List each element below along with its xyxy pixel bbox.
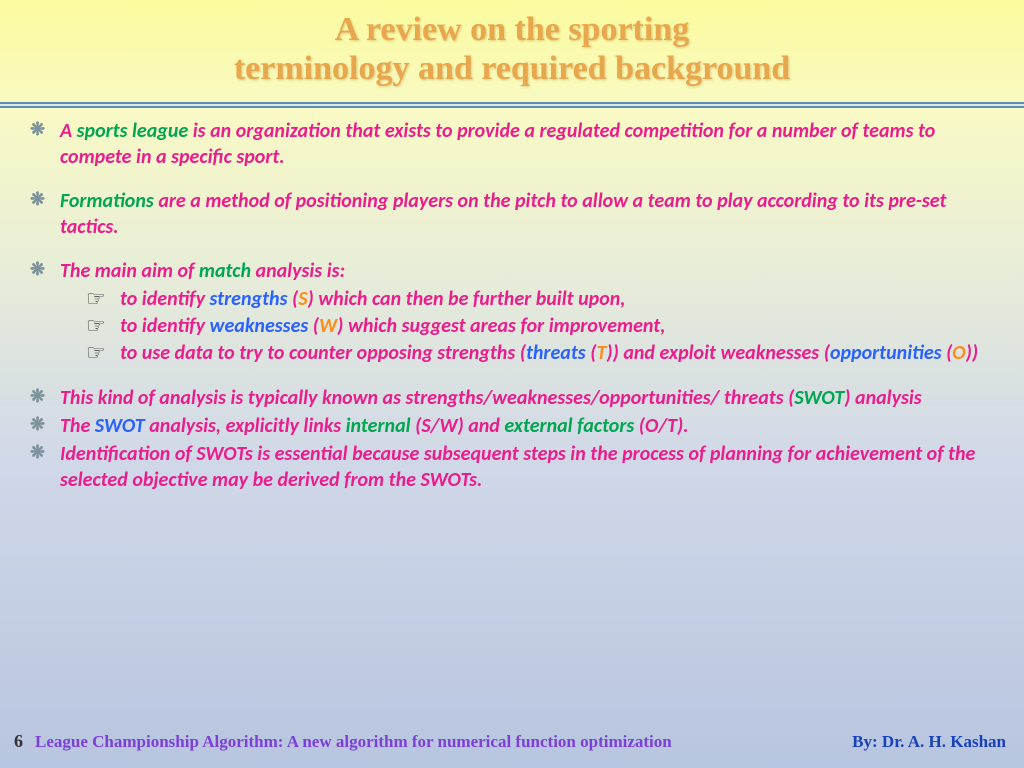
bullet-match-analysis: The main aim of match analysis is: ☞ to …	[30, 258, 994, 367]
sub-list: ☞ to identify strengths (S) which can th…	[86, 286, 994, 367]
sub-strengths: ☞ to identify strengths (S) which can th…	[86, 286, 994, 313]
sub-threats-opportunities: ☞ to use data to try to counter opposing…	[86, 340, 994, 367]
sub-weaknesses: ☞ to identify weaknesses (W) which sugge…	[86, 313, 994, 340]
title-divider	[0, 102, 1024, 108]
hand-icon: ☞	[86, 311, 106, 341]
bullet-sports-league: A sports league is an organization that …	[30, 118, 994, 170]
footer-author: By: Dr. A. H. Kashan	[852, 732, 1006, 752]
hand-icon: ☞	[86, 284, 106, 314]
bullet-swot-links: The SWOT analysis, explicitly links inte…	[30, 413, 994, 439]
hand-icon: ☞	[86, 338, 106, 368]
title-line-1: A review on the sporting	[0, 10, 1024, 49]
title-line-2: terminology and required background	[0, 49, 1024, 88]
footer-title: League Championship Algorithm: A new alg…	[35, 732, 852, 752]
slide-title: A review on the sporting terminology and…	[0, 0, 1024, 96]
slide-footer: 6 League Championship Algorithm: A new a…	[0, 731, 1024, 752]
page-number: 6	[14, 731, 23, 752]
bullet-swot-known-as: This kind of analysis is typically known…	[30, 385, 994, 411]
bullet-swot-identification: Identification of SWOTs is essential bec…	[30, 441, 994, 493]
bullet-formations: Formations are a method of positioning p…	[30, 188, 994, 240]
slide-body: A sports league is an organization that …	[0, 118, 1024, 493]
